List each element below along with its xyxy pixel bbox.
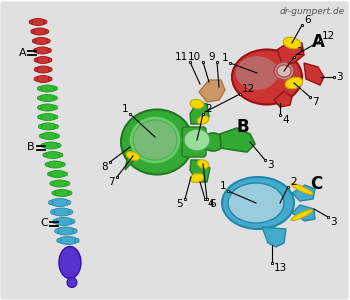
Ellipse shape (59, 247, 81, 278)
Text: B: B (237, 118, 250, 136)
Text: C: C (40, 218, 48, 229)
Ellipse shape (59, 153, 63, 157)
Text: 11: 11 (175, 52, 188, 62)
Text: 5: 5 (176, 199, 183, 209)
Ellipse shape (34, 49, 37, 52)
Ellipse shape (32, 28, 48, 35)
Ellipse shape (232, 50, 302, 104)
Ellipse shape (67, 278, 77, 287)
Ellipse shape (274, 62, 294, 80)
Ellipse shape (37, 96, 41, 100)
Ellipse shape (235, 56, 279, 91)
Text: 13: 13 (274, 263, 287, 273)
Ellipse shape (228, 183, 284, 223)
Ellipse shape (55, 124, 58, 128)
Ellipse shape (35, 76, 51, 82)
Ellipse shape (30, 19, 46, 26)
Ellipse shape (57, 144, 61, 147)
Ellipse shape (34, 58, 37, 62)
Ellipse shape (32, 39, 36, 43)
Ellipse shape (33, 38, 49, 44)
Polygon shape (199, 80, 225, 102)
Text: 4: 4 (282, 115, 289, 125)
Text: B: B (27, 142, 35, 152)
Ellipse shape (52, 191, 56, 195)
Ellipse shape (73, 229, 77, 233)
Ellipse shape (56, 227, 76, 235)
Ellipse shape (54, 106, 57, 110)
Ellipse shape (34, 68, 38, 71)
Ellipse shape (54, 96, 57, 100)
Ellipse shape (48, 58, 52, 62)
Ellipse shape (52, 208, 72, 216)
Ellipse shape (277, 65, 291, 77)
Ellipse shape (48, 49, 51, 52)
Text: 7: 7 (108, 177, 115, 187)
Ellipse shape (68, 191, 72, 195)
Ellipse shape (34, 77, 38, 81)
Polygon shape (125, 137, 149, 170)
Ellipse shape (43, 153, 47, 157)
Ellipse shape (58, 236, 78, 244)
Ellipse shape (39, 134, 43, 138)
Text: dr-gumpert.de: dr-gumpert.de (280, 7, 345, 16)
Polygon shape (292, 185, 315, 201)
Ellipse shape (66, 182, 70, 185)
Text: 3: 3 (267, 160, 274, 170)
Ellipse shape (66, 200, 71, 205)
Ellipse shape (61, 163, 65, 167)
Text: 4: 4 (207, 199, 214, 209)
Ellipse shape (29, 20, 33, 24)
Ellipse shape (37, 87, 41, 90)
Text: 12: 12 (242, 84, 255, 94)
Text: 1: 1 (219, 181, 226, 191)
Text: 6: 6 (209, 199, 216, 209)
Ellipse shape (31, 30, 34, 33)
Ellipse shape (75, 238, 79, 243)
Text: 1: 1 (221, 53, 228, 63)
Text: 10: 10 (188, 52, 201, 62)
Text: 12: 12 (322, 31, 335, 41)
Text: 8: 8 (102, 162, 108, 172)
Ellipse shape (56, 134, 60, 138)
Ellipse shape (129, 116, 181, 164)
Polygon shape (190, 102, 209, 124)
Text: 1: 1 (121, 104, 128, 114)
Ellipse shape (38, 94, 56, 101)
Text: 2: 2 (296, 47, 303, 57)
Ellipse shape (121, 110, 193, 175)
Polygon shape (190, 160, 210, 182)
Ellipse shape (46, 161, 64, 168)
Text: C: C (310, 175, 322, 193)
Ellipse shape (126, 152, 140, 160)
Ellipse shape (190, 99, 204, 109)
Ellipse shape (52, 219, 57, 224)
Ellipse shape (39, 123, 57, 130)
Ellipse shape (49, 200, 53, 205)
Ellipse shape (35, 56, 51, 64)
Text: 3: 3 (336, 72, 343, 82)
Ellipse shape (38, 124, 42, 128)
Ellipse shape (283, 37, 301, 49)
Ellipse shape (34, 47, 50, 54)
Ellipse shape (57, 238, 61, 243)
Ellipse shape (285, 77, 303, 89)
Polygon shape (274, 91, 292, 107)
Text: 2: 2 (205, 104, 212, 114)
Polygon shape (262, 227, 286, 247)
Ellipse shape (39, 113, 57, 121)
Ellipse shape (54, 87, 57, 90)
Polygon shape (304, 63, 324, 85)
Ellipse shape (35, 66, 51, 73)
Ellipse shape (50, 199, 70, 206)
Ellipse shape (50, 182, 54, 185)
Ellipse shape (133, 120, 177, 160)
Ellipse shape (38, 115, 42, 119)
Text: 2: 2 (290, 177, 297, 187)
Ellipse shape (291, 209, 313, 220)
Text: 6: 6 (304, 15, 311, 25)
Text: 7: 7 (312, 97, 318, 107)
Ellipse shape (45, 30, 49, 33)
Ellipse shape (190, 173, 204, 183)
